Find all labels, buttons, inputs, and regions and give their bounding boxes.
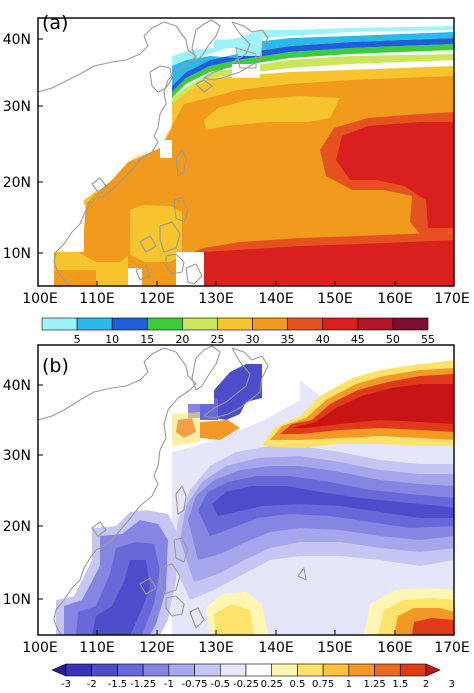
panel-a-lon-label: 110E bbox=[79, 291, 115, 307]
colorbar-label: -0.5 bbox=[211, 679, 231, 689]
colorbar-label: 0.75 bbox=[312, 679, 334, 689]
colorbar-swatch bbox=[217, 317, 253, 331]
panel-b: (b) 40N 30N 20N 10N 100E 110E 120E 130E … bbox=[3, 344, 470, 690]
colorbar-label: 40 bbox=[316, 333, 330, 346]
colorbar-swatch bbox=[168, 663, 195, 677]
panel-b-coastlines bbox=[38, 345, 307, 635]
colorbar-label: 1.5 bbox=[392, 679, 408, 689]
panel-b-lon-label: 160E bbox=[377, 640, 413, 656]
panel-a: (a) 40N 30N 20N 10N 100E 110E 120E 130E … bbox=[3, 12, 470, 346]
colorbar-swatch bbox=[357, 317, 394, 331]
panel-a-field bbox=[38, 18, 454, 286]
colorbar-swatch bbox=[252, 317, 288, 331]
colorbar-label: -2 bbox=[87, 679, 97, 689]
panel-a-lon-label: 120E bbox=[139, 291, 175, 307]
panel-a-lon-label: 150E bbox=[317, 291, 353, 307]
colorbar-swatch bbox=[194, 663, 221, 677]
panel-b-lon-label: 100E bbox=[22, 640, 58, 656]
panel-b-lat-label: 30N bbox=[3, 448, 31, 464]
colorbar-label: 2 bbox=[423, 679, 429, 689]
panel-a-lat-axis: 40N 30N 20N 10N bbox=[3, 32, 31, 262]
colorbar-label: 5 bbox=[74, 333, 81, 346]
colorbar-label: 55 bbox=[421, 333, 435, 346]
colorbar-swatch bbox=[111, 317, 148, 331]
colorbar-label: 30 bbox=[246, 333, 260, 346]
panel-b-lon-axis: 100E 110E 120E 130E 140E 150E 160E 170E bbox=[22, 640, 470, 656]
colorbar-swatch bbox=[399, 663, 427, 677]
colorbar-label: 20 bbox=[175, 333, 189, 346]
colorbar-swatch bbox=[271, 663, 298, 677]
panel-a-lon-label: 130E bbox=[198, 291, 234, 307]
colorbar-label: 45 bbox=[351, 333, 365, 346]
colorbar-swatch bbox=[76, 317, 113, 331]
colorbar-label: 0.5 bbox=[289, 679, 305, 689]
panel-b-lat-label: 10N bbox=[3, 592, 31, 608]
panel-a-lat-label: 40N bbox=[3, 32, 31, 48]
colorbar-label: 25 bbox=[210, 333, 224, 346]
panel-a-lon-label: 160E bbox=[377, 291, 413, 307]
colorbar-label: 0.25 bbox=[261, 679, 283, 689]
colorbar-swatch bbox=[425, 663, 441, 677]
colorbar-swatch bbox=[287, 317, 324, 331]
panel-b-ticks bbox=[38, 384, 396, 635]
colorbar-label: 35 bbox=[281, 333, 295, 346]
colorbar-label: -0.25 bbox=[233, 679, 259, 689]
colorbar-label: 50 bbox=[386, 333, 400, 346]
colorbar-swatch bbox=[41, 317, 78, 331]
colorbar-label: -3 bbox=[61, 679, 71, 689]
colorbar-swatch bbox=[348, 663, 375, 677]
colorbar-label: 15 bbox=[140, 333, 154, 346]
colorbar-swatch bbox=[322, 663, 350, 677]
colorbar-label: -1.5 bbox=[108, 679, 128, 689]
panel-a-lat-label: 10N bbox=[3, 246, 31, 262]
colorbar-label: -1 bbox=[164, 679, 174, 689]
colorbar-swatch bbox=[322, 317, 359, 331]
panel-a-ticks bbox=[38, 38, 396, 286]
colorbar-swatch bbox=[51, 663, 67, 677]
panel-a-lat-label: 30N bbox=[3, 99, 31, 115]
colorbar-label: -0.75 bbox=[182, 679, 208, 689]
panel-a-lat-label: 20N bbox=[3, 175, 31, 191]
colorbar-swatch bbox=[65, 663, 93, 677]
panel-a-lon-label: 100E bbox=[22, 291, 58, 307]
colorbar-swatch bbox=[297, 663, 324, 677]
panel-b-lon-label: 130E bbox=[198, 640, 234, 656]
panel-a-frame bbox=[37, 17, 455, 287]
panel-a-lon-axis: 100E 110E 120E 130E 140E 150E 160E 170E bbox=[22, 291, 470, 307]
colorbar-swatch bbox=[245, 663, 273, 677]
panel-a-lon-label: 140E bbox=[258, 291, 294, 307]
panel-b-lon-label: 120E bbox=[139, 640, 175, 656]
colorbar-swatch bbox=[117, 663, 144, 677]
panel-b-lon-label: 140E bbox=[258, 640, 294, 656]
panel-a-colorbar: 5 10 15 20 25 30 35 40 45 50 55 bbox=[41, 317, 435, 346]
colorbar-label: 1.25 bbox=[363, 679, 385, 689]
colorbar-label: 1 bbox=[346, 679, 352, 689]
panel-b-lat-label: 20N bbox=[3, 519, 31, 535]
colorbar-label: 10 bbox=[105, 333, 119, 346]
panel-b-lon-label: 170E bbox=[434, 640, 470, 656]
colorbar-swatch bbox=[392, 317, 429, 331]
colorbar-swatch bbox=[146, 317, 183, 331]
panel-b-lat-axis: 40N 30N 20N 10N bbox=[3, 378, 31, 608]
panel-a-label: (a) bbox=[42, 12, 68, 34]
panel-b-label: (b) bbox=[42, 355, 69, 377]
panel-a-coastlines bbox=[38, 19, 269, 286]
panel-b-lon-label: 150E bbox=[317, 640, 353, 656]
colorbar-swatch bbox=[91, 663, 118, 677]
panel-a-lon-label: 170E bbox=[434, 291, 470, 307]
panel-b-lat-label: 40N bbox=[3, 378, 31, 394]
colorbar-label: -1.25 bbox=[130, 679, 156, 689]
colorbar-swatch bbox=[374, 663, 401, 677]
panel-b-colorbar: -3 -2 -1.5 -1.25 -1 -0.75 -0.5 -0.25 0.25 0.5 0.75… bbox=[51, 663, 455, 690]
colorbar-swatch bbox=[219, 663, 247, 677]
colorbar-label: 3 bbox=[449, 679, 455, 689]
panel-b-frame bbox=[37, 344, 455, 636]
colorbar-swatch bbox=[182, 317, 218, 331]
panel-b-field bbox=[38, 345, 454, 635]
colorbar-swatch bbox=[142, 663, 170, 677]
panel-b-lon-label: 110E bbox=[79, 640, 115, 656]
